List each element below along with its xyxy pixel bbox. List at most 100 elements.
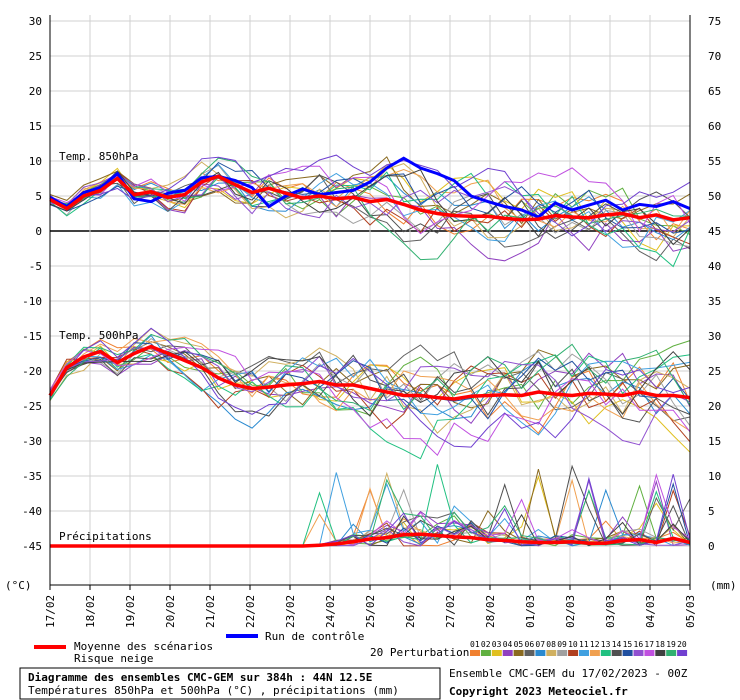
control-run-lines	[49, 156, 691, 219]
x-tick-label: 18/02	[84, 595, 97, 628]
perturb-swatch-19	[666, 650, 677, 656]
perturbation-19-t500	[49, 333, 691, 412]
perturb-number-14: 14	[612, 640, 622, 649]
perturbation-legend: 01 02 03 04 05 06 07 08 09 10 11 12 13 14 15 16 17 18 19 20	[470, 640, 688, 656]
perturb-swatch-12	[589, 650, 600, 656]
left-tick-label: -45	[22, 540, 42, 553]
mean-t500	[48, 344, 691, 401]
right-tick-label: 60	[708, 120, 721, 133]
legend-perturb-label: 20 Perturbations	[370, 646, 476, 659]
label-t850: Temp. 850hPa	[59, 150, 138, 163]
left-tick-label: -30	[22, 435, 42, 448]
footer-title: Diagramme des ensembles CMC-GEM sur 384h…	[28, 671, 372, 684]
x-tick-label: 03/03	[604, 595, 617, 628]
right-tick-label: 25	[708, 365, 721, 378]
perturbation-18-t850	[49, 169, 691, 246]
left-tick-label: -40	[22, 505, 42, 518]
x-tick-label: 25/02	[364, 595, 377, 628]
x-tick-label: 01/03	[524, 595, 537, 628]
right-tick-label: 55	[708, 155, 721, 168]
x-tick-label: 21/02	[204, 595, 217, 628]
control-run-t850	[49, 156, 691, 219]
label-t500: Temp. 500hPa	[59, 329, 138, 342]
perturbation-20-t500	[49, 327, 691, 448]
x-tick-label: 19/02	[124, 595, 137, 628]
legend-control-label: Run de contrôle	[265, 630, 364, 643]
x-tick-label: 02/03	[564, 595, 577, 628]
left-tick-label: 15	[29, 120, 42, 133]
mean-lines	[48, 174, 691, 548]
x-tick-label: 20/02	[164, 595, 177, 628]
perturb-swatch-18	[655, 650, 666, 656]
right-tick-label: 75	[708, 15, 721, 28]
perturb-number-18: 18	[655, 640, 665, 649]
perturb-number-13: 13	[601, 640, 611, 649]
right-tick-label: 70	[708, 50, 721, 63]
perturb-swatch-16	[633, 650, 644, 656]
perturbation-16-t500	[49, 347, 691, 446]
perturb-swatch-04	[502, 650, 513, 656]
left-tick-label: -15	[22, 330, 42, 343]
perturb-swatch-03	[491, 650, 502, 656]
legend-snow-label: Risque neige	[74, 652, 153, 665]
perturbation-18-t500	[49, 350, 691, 417]
copyright: Copyright 2023 Meteociel.fr	[449, 685, 628, 698]
perturb-number-07: 07	[535, 640, 545, 649]
perturb-swatch-06	[524, 650, 535, 656]
left-tick-label: -20	[22, 365, 42, 378]
perturbation-14-t500	[49, 350, 691, 423]
x-tick-label: 24/02	[324, 595, 337, 628]
x-tick-label: 23/02	[284, 595, 297, 628]
perturb-number-04: 04	[503, 640, 513, 649]
footer-subtitle: Températures 850hPa et 500hPa (°C) , pré…	[28, 684, 399, 697]
right-tick-label: 50	[708, 190, 721, 203]
right-tick-label: 45	[708, 225, 721, 238]
perturb-swatch-13	[600, 650, 611, 656]
right-tick-label: 40	[708, 260, 721, 273]
left-tick-label: 0	[35, 225, 42, 238]
axes	[49, 15, 691, 590]
left-tick-label: -10	[22, 295, 42, 308]
perturb-number-20: 20	[677, 640, 687, 649]
x-tick-label: 04/03	[644, 595, 657, 628]
right-tick-label: 0	[708, 540, 715, 553]
perturb-swatch-14	[611, 650, 622, 656]
run-info: Ensemble CMC-GEM du 17/02/2023 - 00Z	[449, 667, 688, 680]
perturb-number-03: 03	[492, 640, 502, 649]
x-tick-label: 22/02	[244, 595, 257, 628]
left-tick-label: -25	[22, 400, 42, 413]
left-tick-label: 25	[29, 50, 42, 63]
perturb-number-17: 17	[644, 640, 654, 649]
left-tick-label: -5	[29, 260, 42, 273]
legend-mean-label: Moyenne des scénarios	[74, 640, 213, 653]
left-tick-label: 20	[29, 85, 42, 98]
perturb-swatch-01	[470, 650, 480, 656]
perturbation-13-t850	[49, 171, 691, 268]
perturbation-12-t500	[49, 336, 691, 432]
perturbation-17-t500	[49, 346, 691, 457]
left-unit: (°C)	[5, 579, 32, 592]
right-unit: (mm)	[710, 579, 737, 592]
perturb-swatch-02	[480, 650, 491, 656]
perturb-swatch-15	[622, 650, 633, 656]
left-tick-label: 10	[29, 155, 42, 168]
perturb-number-09: 09	[557, 640, 567, 649]
perturb-number-12: 12	[590, 640, 600, 649]
perturb-swatch-09	[557, 650, 568, 656]
label-precip: Précipitations	[59, 530, 152, 543]
perturb-swatch-08	[546, 650, 557, 656]
perturb-swatch-07	[535, 650, 546, 656]
right-tick-label: 30	[708, 330, 721, 343]
x-tick-label: 27/02	[444, 595, 457, 628]
right-tick-label: 20	[708, 400, 721, 413]
perturbation-7-t500	[49, 334, 691, 429]
perturb-swatch-20	[677, 650, 688, 656]
left-tick-label: -35	[22, 470, 42, 483]
perturb-number-10: 10	[568, 640, 578, 649]
perturb-number-19: 19	[666, 640, 676, 649]
x-tick-label: 28/02	[484, 595, 497, 628]
perturbation-19-t850	[49, 157, 691, 261]
perturb-swatch-17	[644, 650, 655, 656]
